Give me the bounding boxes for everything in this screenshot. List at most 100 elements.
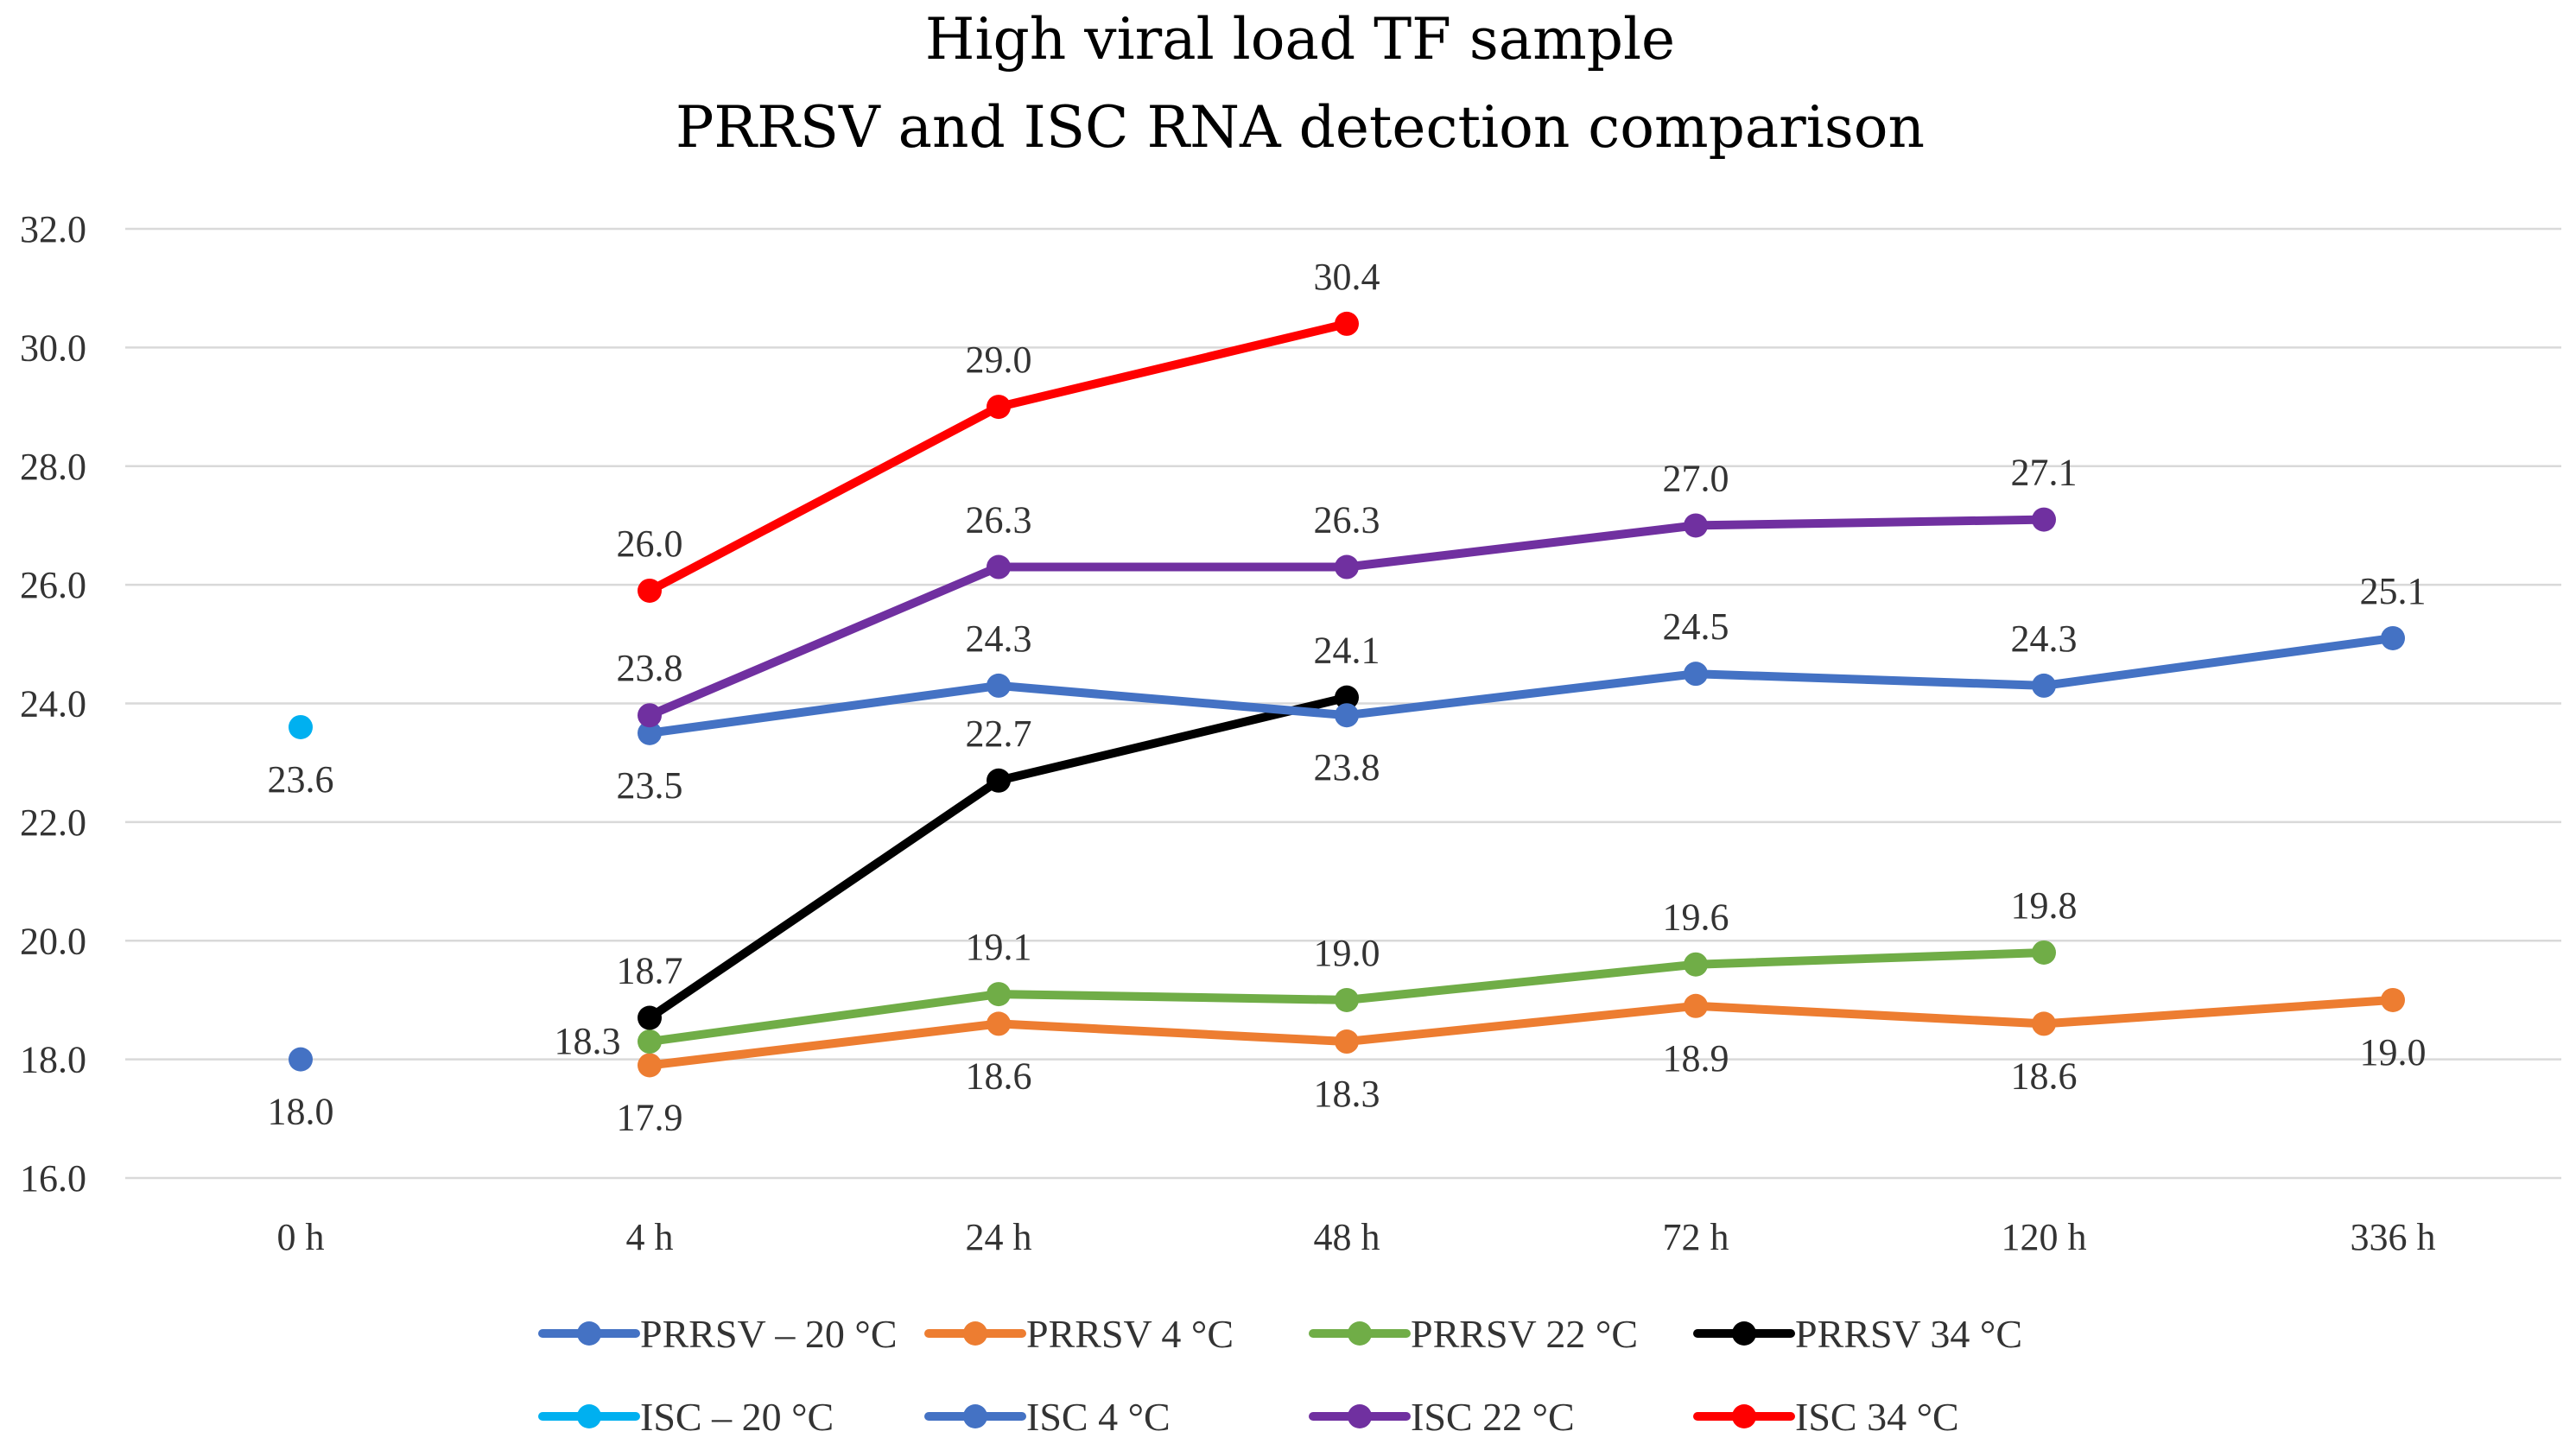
series-5 — [638, 625, 2405, 745]
data-point — [1335, 987, 1359, 1012]
data-label: 26.0 — [617, 522, 683, 565]
data-label: 23.8 — [617, 647, 683, 689]
legend-item: PRRSV 22 °C — [1309, 1312, 1638, 1356]
data-point — [987, 395, 1011, 420]
data-point — [1684, 513, 1708, 538]
y-tick-label: 16.0 — [20, 1157, 86, 1200]
legend-item: PRRSV 34 °C — [1693, 1312, 2022, 1356]
x-tick-label: 72 h — [1663, 1216, 1729, 1258]
data-point — [289, 1047, 313, 1072]
data-label: 22.7 — [966, 712, 1032, 755]
data-label: 26.3 — [966, 499, 1032, 542]
legend-item: ISC – 20 °C — [538, 1395, 834, 1439]
legend-label: PRRSV 22 °C — [1411, 1312, 1638, 1356]
data-label: 24.1 — [1314, 630, 1380, 672]
series-6 — [638, 507, 2056, 728]
series-3 — [638, 685, 1359, 1030]
data-label: 29.0 — [966, 339, 1032, 381]
data-point — [2381, 987, 2405, 1012]
data-label: 19.1 — [966, 926, 1032, 968]
data-point — [638, 1053, 662, 1078]
legend-swatch-marker — [577, 1404, 601, 1428]
data-point — [638, 720, 662, 745]
legend-swatch-marker — [1348, 1321, 1372, 1346]
chart-subtitle: PRRSV and ISC RNA detection comparison — [676, 94, 1925, 161]
y-axis-ticks: 16.0 18.0 20.0 22.0 24.0 26.0 28.0 30.0 32.0 — [20, 208, 86, 1200]
x-tick-label: 336 h — [2351, 1216, 2436, 1258]
data-point — [1335, 1029, 1359, 1054]
data-point — [987, 982, 1011, 1007]
x-tick-label: 24 h — [966, 1216, 1032, 1258]
data-point — [1684, 952, 1708, 977]
legend-item: ISC 22 °C — [1309, 1395, 1575, 1439]
data-label: 17.9 — [617, 1096, 683, 1138]
data-point — [1684, 993, 1708, 1018]
y-tick-label: 26.0 — [20, 564, 86, 606]
chart-title: High viral load TF sample — [925, 6, 1675, 73]
legend-label: ISC 34 °C — [1795, 1395, 1959, 1439]
data-label: 27.1 — [2011, 452, 2078, 494]
series-2 — [638, 940, 2056, 1054]
data-point — [2032, 673, 2056, 698]
data-label: 18.3 — [1314, 1073, 1380, 1115]
legend-label: PRRSV 4 °C — [1026, 1312, 1234, 1356]
data-label: 18.0 — [268, 1091, 334, 1133]
data-point — [1335, 685, 1359, 710]
x-tick-label: 0 h — [277, 1216, 325, 1258]
y-tick-label: 22.0 — [20, 801, 86, 844]
data-label: 24.5 — [1663, 605, 1729, 648]
y-tick-label: 30.0 — [20, 326, 86, 369]
legend-item: ISC 4 °C — [924, 1395, 1171, 1439]
data-point — [638, 703, 662, 728]
legend-swatch-marker — [1732, 1321, 1756, 1346]
series-line — [645, 995, 2397, 1070]
y-tick-label: 28.0 — [20, 446, 86, 488]
data-label: 18.7 — [617, 950, 683, 992]
legend-item: ISC 34 °C — [1693, 1395, 1959, 1439]
data-label: 19.8 — [2011, 884, 2078, 927]
legend-item: PRRSV – 20 °C — [538, 1312, 898, 1356]
data-point — [987, 554, 1011, 580]
legend-label: PRRSV – 20 °C — [640, 1312, 898, 1356]
data-label: 18.6 — [2011, 1054, 2078, 1097]
x-tick-label: 48 h — [1314, 1216, 1380, 1258]
series-line — [645, 633, 2397, 738]
legend-swatch-marker — [1348, 1404, 1372, 1428]
series-group — [289, 311, 2405, 1078]
data-label: 23.6 — [268, 758, 334, 801]
series-7 — [638, 311, 1359, 603]
data-label: 27.0 — [1663, 457, 1729, 499]
data-label: 26.3 — [1314, 499, 1380, 542]
legend-label: ISC 4 °C — [1026, 1395, 1171, 1439]
data-label: 23.8 — [1314, 746, 1380, 788]
data-label: 24.3 — [966, 618, 1032, 660]
data-point — [1335, 554, 1359, 580]
data-point — [987, 1011, 1011, 1036]
data-point — [289, 714, 313, 739]
legend-label: ISC 22 °C — [1411, 1395, 1575, 1439]
y-tick-label: 20.0 — [20, 920, 86, 962]
data-label: 19.6 — [1663, 896, 1729, 939]
data-label: 19.0 — [1314, 932, 1380, 974]
y-tick-label: 32.0 — [20, 208, 86, 250]
legend: PRRSV – 20 °C PRRSV 4 °C PRRSV 22 °C PRRSV … — [538, 1312, 2022, 1439]
data-label: 24.3 — [2011, 618, 2078, 660]
data-point — [2032, 507, 2056, 532]
data-point — [1335, 703, 1359, 728]
legend-swatch-marker — [963, 1404, 987, 1428]
legend-swatch-marker — [577, 1321, 601, 1346]
data-label: 23.5 — [617, 764, 683, 807]
legend-item: PRRSV 4 °C — [924, 1312, 1234, 1356]
legend-label: ISC – 20 °C — [640, 1395, 834, 1439]
data-label: 30.4 — [1314, 256, 1380, 298]
data-point — [2032, 940, 2056, 965]
data-point — [2381, 625, 2405, 650]
data-point — [2032, 1011, 2056, 1036]
data-point — [987, 768, 1011, 793]
y-tick-label: 18.0 — [20, 1039, 86, 1081]
data-point — [1335, 311, 1359, 336]
data-label: 25.1 — [2360, 570, 2427, 612]
data-point — [987, 673, 1011, 698]
x-tick-label: 4 h — [626, 1216, 674, 1258]
data-label: 19.0 — [2360, 1031, 2427, 1074]
